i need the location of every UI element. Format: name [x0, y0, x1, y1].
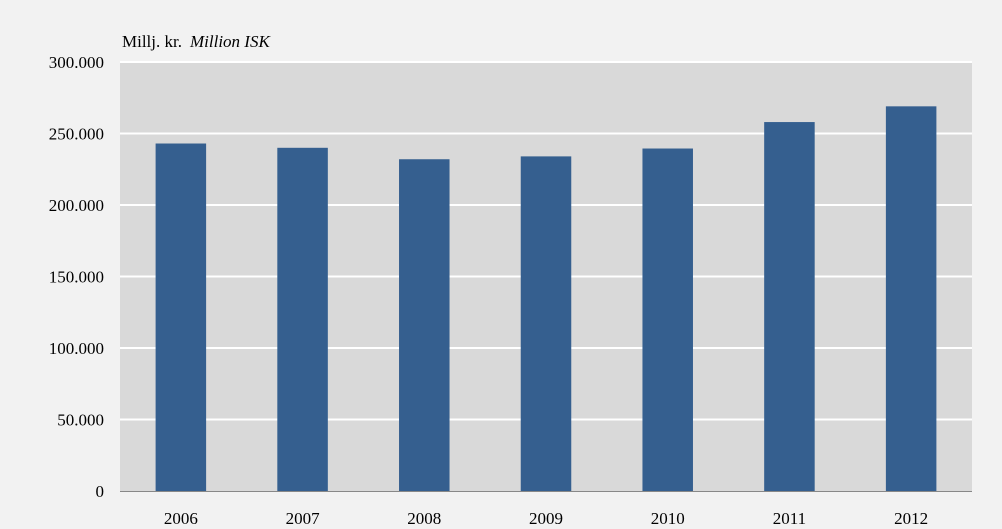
y-tick-label: 300.000	[49, 53, 104, 72]
y-tick-label: 50.000	[57, 411, 104, 430]
x-tick-label: 2006	[164, 509, 198, 528]
bar-2007	[277, 147, 328, 492]
bar-2010	[642, 148, 693, 491]
unit-label: Millj. kr. Million ISK	[122, 32, 270, 52]
x-tick-label: 2011	[773, 509, 806, 528]
y-tick-label: 250.000	[49, 125, 104, 144]
y-tick-label: 200.000	[49, 196, 104, 215]
bar-2011	[764, 122, 815, 491]
unit-label-english: Million ISK	[189, 32, 270, 51]
y-tick-label: 100.000	[49, 339, 104, 358]
bar-2008	[399, 159, 450, 492]
bar-2009	[520, 156, 572, 491]
x-tick-label: 2012	[894, 509, 928, 528]
x-tick-label: 2010	[651, 509, 685, 528]
bar-2006	[155, 143, 207, 491]
x-tick-label: 2008	[407, 509, 441, 528]
x-tick-label: 2009	[529, 509, 563, 528]
x-tick-label: 2007	[286, 509, 321, 528]
y-tick-label: 150.000	[49, 268, 104, 287]
unit-label-local: Millj. kr.	[122, 32, 182, 51]
bar-2012	[885, 106, 937, 491]
y-tick-label: 0	[96, 482, 105, 501]
